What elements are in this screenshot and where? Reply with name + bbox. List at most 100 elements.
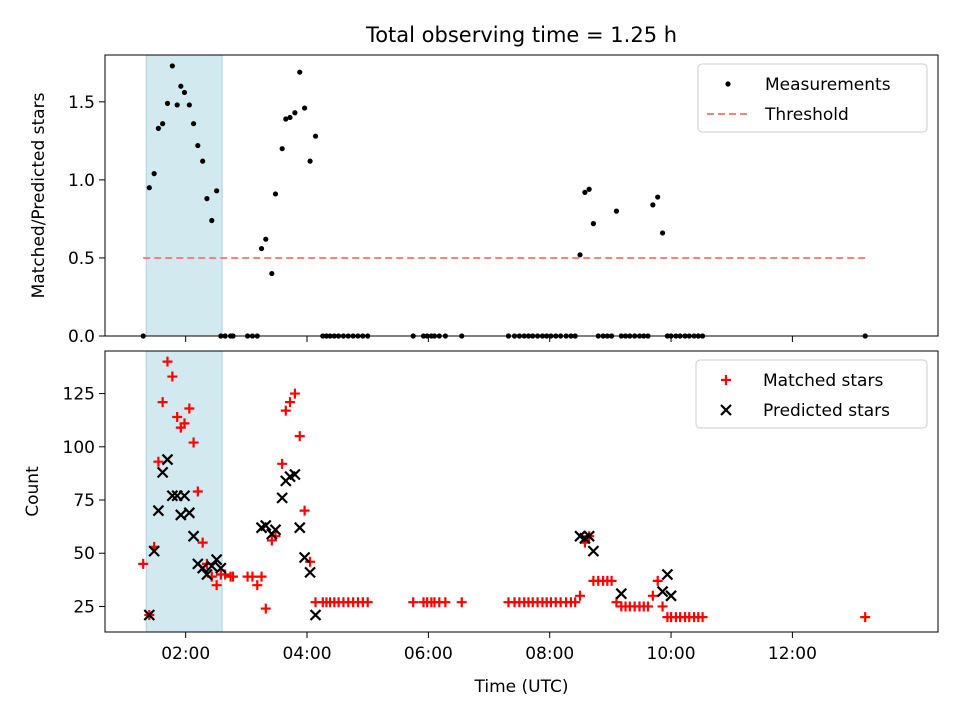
y-tick-label: 1.0 [68, 171, 95, 191]
matched-star-point [285, 397, 296, 408]
y-tick-label: 0.0 [68, 327, 95, 347]
predicted-star-point [309, 609, 322, 621]
top-highlight-span [145, 54, 223, 337]
measurement-point [650, 202, 656, 208]
measurement-point [155, 125, 161, 131]
matched-star-point [138, 558, 149, 569]
matched-star-point [252, 580, 263, 591]
matched-star-point [294, 431, 305, 442]
matched-star-point [299, 505, 310, 516]
matched-star-point [228, 571, 239, 582]
measurement-point [181, 89, 188, 96]
matched-star-point [197, 537, 208, 548]
measurement-point [302, 105, 308, 111]
matched-star-point [408, 597, 419, 608]
measurement-point [269, 270, 275, 277]
matched-star-point [192, 486, 203, 497]
matched-star-point [256, 571, 267, 582]
bottom-panel: 25 50 75 100 125 02:00 04:00 06:00 08:00 10:00 12… [23, 350, 939, 697]
measurement-point [582, 189, 588, 195]
measurement-point [655, 194, 661, 200]
measurement-point [659, 230, 666, 236]
measurement-point [590, 221, 596, 227]
matched-star-point [362, 597, 373, 608]
predicted-star-point [161, 453, 174, 466]
matched-star-point [167, 371, 178, 382]
measurement-point [283, 116, 289, 122]
matched-star-point [860, 612, 871, 623]
legend-box [697, 63, 928, 133]
matched-star-point [172, 411, 183, 422]
legend-predicted-marker [720, 404, 732, 416]
predicted-star-point [276, 492, 288, 504]
legend-measurements-marker [725, 81, 731, 87]
predicted-star-point [143, 609, 156, 621]
matched-star-point [179, 418, 190, 429]
y-tick-label: 0.5 [68, 249, 95, 269]
predicted-star-point [178, 489, 191, 502]
predicted-star-point [183, 507, 196, 519]
matched-star-point [647, 590, 658, 601]
measurement-point [292, 110, 298, 116]
top-panel: 0.0 0.5 1.0 1.5 Total observing time = 1.25… [29, 23, 939, 347]
x-tick-label: 04:00 [283, 644, 332, 664]
predicted-star-point [665, 590, 677, 602]
bottom-y-ticks: 25 50 75 100 125 [63, 385, 105, 617]
matched-star-point [211, 580, 222, 591]
measurement-point [577, 252, 583, 258]
predicted-star-point [656, 585, 669, 598]
y-tick-label: 125 [63, 385, 95, 405]
measurement-point [146, 185, 152, 191]
x-tick-label: 10:00 [647, 644, 696, 664]
measurement-point [195, 142, 201, 149]
matched-star-point [247, 571, 258, 582]
matched-star-point [289, 388, 300, 399]
y-tick-label: 25 [73, 597, 95, 617]
measurement-point [190, 121, 197, 127]
bottom-legend: Matched stars Predicted stars [695, 359, 928, 429]
predicted-star-point [304, 566, 316, 579]
measurement-point [178, 83, 184, 89]
measurement-point [160, 121, 166, 127]
bottom-x-ticks: 02:00 04:00 06:00 08:00 10:00 12:00 [161, 632, 817, 664]
top-legend: Measurements Threshold [697, 63, 928, 133]
predicted-stars-points [143, 453, 677, 621]
predicted-star-point [215, 562, 227, 574]
predicted-star-point [587, 545, 600, 557]
measurement-point [151, 171, 157, 177]
y-tick-label: 50 [73, 544, 95, 564]
matched-star-point [642, 601, 653, 612]
y-tick-label: 1.5 [68, 93, 95, 113]
matched-star-point [280, 405, 291, 416]
measurement-point [214, 188, 220, 194]
measurement-point [258, 245, 265, 252]
x-tick-label: 02:00 [161, 644, 210, 664]
matched-star-point [697, 612, 708, 623]
predicted-star-point [187, 530, 200, 542]
bottom-axes-frame [104, 350, 939, 633]
measurement-point [204, 196, 210, 202]
measurement-point [186, 102, 192, 108]
matched-stars-points [138, 356, 871, 623]
measurement-point [263, 236, 269, 242]
y-tick-label: 100 [63, 438, 95, 458]
x-tick-label: 12:00 [768, 644, 817, 664]
measurement-point [272, 191, 279, 197]
matched-star-point [652, 575, 663, 586]
predicted-star-point [166, 489, 179, 502]
legend-box [695, 359, 928, 429]
chart-title: Total observing time = 1.25 h [365, 23, 677, 47]
matched-star-point [153, 456, 164, 467]
measurement-point [297, 69, 303, 75]
bottom-highlight-span [145, 350, 223, 633]
predicted-star-point [259, 519, 272, 532]
top-y-axis-label: Matched/Predicted stars [29, 92, 49, 298]
predicted-star-point [269, 524, 282, 536]
measurement-point [613, 208, 620, 214]
measurement-point [174, 102, 180, 108]
top-axes-frame [104, 54, 939, 337]
matched-star-point [570, 597, 581, 608]
matched-star-point [188, 437, 199, 448]
matched-star-point [657, 601, 668, 612]
legend-threshold-label: Threshold [764, 105, 849, 125]
